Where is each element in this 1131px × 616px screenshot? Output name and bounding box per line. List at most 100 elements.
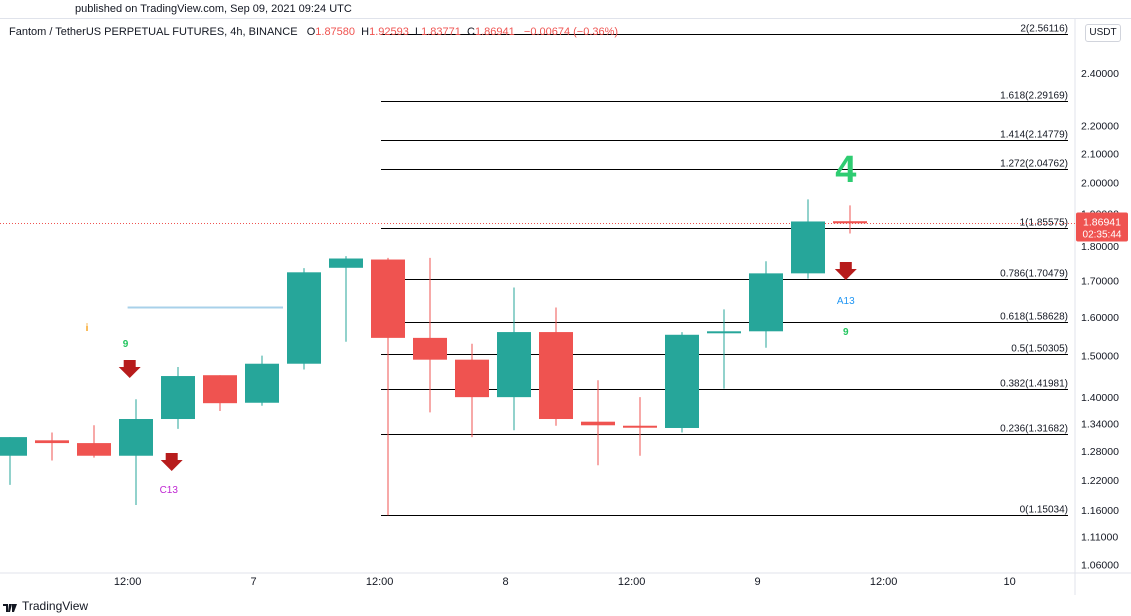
fib-level-label: 0(1.15034) bbox=[1020, 505, 1068, 516]
candle bbox=[329, 256, 363, 342]
footer-branding: TradingView bbox=[3, 599, 88, 613]
candle-body bbox=[329, 258, 363, 268]
candle-body bbox=[0, 437, 27, 456]
legend-open-value: 1.87580 bbox=[315, 26, 356, 38]
y-tick-label: 1.11000 bbox=[1081, 532, 1118, 544]
candle-body bbox=[371, 259, 405, 338]
tradingview-logo-icon bbox=[3, 602, 17, 612]
y-tick-label: 2.40000 bbox=[1081, 68, 1119, 80]
candle bbox=[749, 261, 783, 348]
countdown-a13-label: A13 bbox=[837, 296, 855, 307]
published-note: published on TradingView.com, Sep 09, 20… bbox=[75, 3, 352, 15]
candle-body bbox=[287, 272, 321, 364]
fib-level-label: 0.618(1.58628) bbox=[1000, 312, 1068, 323]
x-tick-label: 8 bbox=[503, 576, 509, 588]
x-tick-label: 7 bbox=[251, 576, 257, 588]
fib-level-label: 1(1.85575) bbox=[1020, 218, 1068, 229]
x-tick-label: 10 bbox=[1003, 576, 1015, 588]
y-tick-label: 2.00000 bbox=[1081, 178, 1119, 190]
y-tick-label: 1.28000 bbox=[1081, 446, 1119, 458]
legend-low-label: L bbox=[415, 26, 422, 38]
candle-body bbox=[623, 425, 657, 428]
sell-arrow-icon bbox=[160, 453, 183, 471]
currency-button[interactable]: USDT bbox=[1085, 24, 1121, 42]
candle-body bbox=[791, 221, 825, 274]
chart-area[interactable]: 2.400002.200002.100002.000001.900001.800… bbox=[0, 18, 1131, 595]
candle bbox=[35, 432, 69, 461]
x-tick-label: 12:00 bbox=[618, 576, 646, 588]
legend-low-value: 1.83771 bbox=[421, 26, 461, 38]
legend-symbol: Fantom / TetherUS PERPETUAL FUTURES, 4h,… bbox=[9, 26, 298, 38]
setup-count-label: 9 bbox=[123, 339, 129, 350]
candle-body bbox=[119, 419, 153, 456]
y-tick-label: 1.06000 bbox=[1081, 559, 1119, 571]
candle bbox=[77, 425, 111, 458]
footer-brand-text: TradingView bbox=[22, 599, 89, 613]
candle bbox=[497, 287, 531, 431]
countdown-c13-label: C13 bbox=[160, 485, 179, 496]
candle bbox=[539, 307, 573, 426]
fib-level-label: 0.5(1.50305) bbox=[1011, 344, 1068, 355]
chart-legend: Fantom / TetherUS PERPETUAL FUTURES, 4h,… bbox=[9, 26, 618, 38]
candle-body bbox=[413, 337, 447, 360]
candle-body bbox=[497, 332, 531, 398]
wave-count-label: 4 bbox=[835, 149, 856, 191]
candle-countdown: 02:35:44 bbox=[1083, 230, 1122, 241]
candle bbox=[413, 257, 447, 413]
candle bbox=[0, 437, 27, 485]
legend-high-label: H bbox=[361, 26, 370, 38]
fib-level-label: 0.786(1.70479) bbox=[1000, 269, 1068, 280]
legend-close-value: 1.86941 bbox=[474, 26, 515, 38]
candle bbox=[245, 355, 279, 406]
candle bbox=[119, 399, 153, 506]
x-tick-label: 12:00 bbox=[366, 576, 394, 588]
sell-arrow-icon bbox=[118, 360, 141, 378]
candle-body bbox=[581, 421, 615, 426]
candle bbox=[623, 397, 657, 456]
legend-close-label: C bbox=[467, 26, 475, 38]
candle-body bbox=[161, 376, 195, 420]
legend-open-label: O bbox=[306, 26, 316, 38]
candle bbox=[791, 199, 825, 279]
y-tick-label: 2.10000 bbox=[1081, 148, 1119, 160]
candle-body bbox=[665, 334, 699, 428]
x-tick-label: 12:00 bbox=[114, 576, 142, 588]
price-chart[interactable]: 2.400002.200002.100002.000001.900001.800… bbox=[0, 18, 1131, 595]
y-tick-label: 1.40000 bbox=[1081, 392, 1119, 404]
candle bbox=[833, 205, 867, 234]
candle-body bbox=[833, 221, 867, 224]
fib-level-label: 1.272(2.04762) bbox=[1000, 159, 1068, 170]
y-tick-label: 1.22000 bbox=[1081, 475, 1119, 487]
candle-body bbox=[707, 331, 741, 334]
candle-body bbox=[749, 273, 783, 332]
fib-level-label: 1.414(2.14779) bbox=[1000, 130, 1068, 141]
sell-arrow-icon bbox=[834, 262, 857, 280]
candle bbox=[455, 343, 489, 438]
x-tick-label: 12:00 bbox=[870, 576, 898, 588]
chart-top-border bbox=[0, 18, 1131, 19]
marker-label: i bbox=[86, 323, 89, 334]
legend-high-value: 1.92593 bbox=[369, 26, 409, 38]
candle-body bbox=[203, 375, 237, 404]
candle bbox=[581, 380, 615, 466]
candle-body bbox=[77, 443, 111, 456]
last-price-badge bbox=[1076, 212, 1128, 242]
candle bbox=[665, 332, 699, 433]
y-tick-label: 1.70000 bbox=[1081, 275, 1119, 287]
candle-body bbox=[455, 359, 489, 398]
candle bbox=[203, 375, 237, 412]
y-tick-label: 1.34000 bbox=[1081, 418, 1119, 430]
legend-change: −0.00674 (−0.36%) bbox=[523, 26, 619, 38]
fib-level-label: 1.618(2.29169) bbox=[1000, 91, 1068, 102]
y-tick-label: 1.16000 bbox=[1081, 505, 1119, 517]
y-tick-label: 1.80000 bbox=[1081, 241, 1119, 253]
last-price-value: 1.86941 bbox=[1083, 217, 1121, 229]
candle bbox=[707, 309, 741, 389]
candle-body bbox=[245, 363, 279, 403]
fib-level-label: 0.236(1.31682) bbox=[1000, 424, 1068, 435]
candle bbox=[371, 257, 405, 516]
y-tick-label: 1.50000 bbox=[1081, 351, 1119, 363]
fib-level-label: 0.382(1.41981) bbox=[1000, 379, 1068, 390]
candle-body bbox=[35, 440, 69, 444]
candle bbox=[287, 268, 321, 370]
